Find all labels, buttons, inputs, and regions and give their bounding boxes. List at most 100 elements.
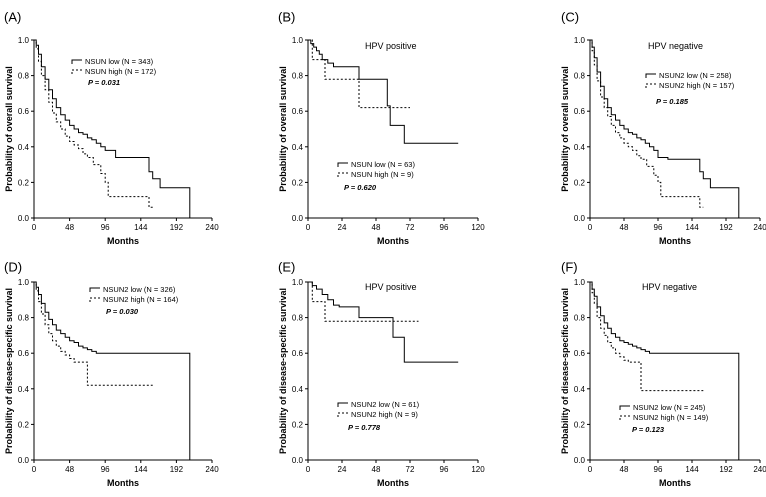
y-tick-label: 0.6 <box>574 349 586 358</box>
x-tick-label: 192 <box>719 223 733 232</box>
x-tick-label: 48 <box>620 223 629 232</box>
y-tick-label: 0.2 <box>18 420 30 429</box>
legend-entry: NSUN2 high (N = 9) <box>351 410 418 419</box>
panel-subtitle: HPV positive <box>365 41 417 51</box>
p-value-label: P = 0.620 <box>344 183 377 192</box>
y-tick-label: 0.8 <box>292 72 304 81</box>
panel-label: (D) <box>4 260 22 275</box>
y-tick-label: 0.8 <box>18 314 30 323</box>
y-tick-label: 1.0 <box>18 36 30 45</box>
y-tick-label: 0.0 <box>18 214 30 223</box>
y-tick-label: 0.0 <box>18 456 30 465</box>
x-axis-title: Months <box>377 478 409 488</box>
y-tick-label: 0.4 <box>574 143 586 152</box>
legend-swatch <box>337 412 348 417</box>
panel-label: (A) <box>4 10 21 25</box>
series-line-low <box>34 39 191 218</box>
panel-label: (B) <box>278 10 295 25</box>
y-tick-label: 1.0 <box>18 278 30 287</box>
x-tick-label: 96 <box>101 465 110 474</box>
y-tick-label: 0.6 <box>574 107 586 116</box>
y-tick-label: 0.6 <box>18 349 30 358</box>
y-axis-title: Probability of overall survival <box>278 66 288 192</box>
y-axis-title: Probability of overall survival <box>560 66 570 192</box>
x-tick-label: 120 <box>471 223 485 232</box>
x-tick-label: 240 <box>753 223 766 232</box>
y-tick-label: 0.2 <box>292 420 304 429</box>
y-tick-label: 0.0 <box>574 214 586 223</box>
y-tick-label: 1.0 <box>574 36 586 45</box>
legend-entry: NSUN2 low (N = 61) <box>351 400 420 409</box>
x-tick-label: 120 <box>471 465 485 474</box>
panel-subtitle: HPV negative <box>642 282 697 292</box>
legend-entry: NSUN high (N = 9) <box>351 170 414 179</box>
x-tick-label: 96 <box>440 465 449 474</box>
legend-swatch <box>337 402 348 407</box>
p-value-label: P = 0.031 <box>88 78 120 87</box>
p-value-label: P = 0.185 <box>656 97 689 106</box>
legend-entry: NSUN2 high (N = 157) <box>659 81 735 90</box>
x-tick-label: 144 <box>134 465 148 474</box>
x-tick-label: 144 <box>134 223 148 232</box>
y-tick-label: 0.4 <box>18 385 30 394</box>
x-tick-label: 96 <box>654 465 663 474</box>
legend-entry: NSUN2 low (N = 326) <box>103 285 176 294</box>
legend-entry: NSUN2 low (N = 245) <box>633 403 706 412</box>
x-tick-label: 48 <box>65 223 74 232</box>
x-tick-label: 240 <box>753 465 766 474</box>
series-line-high <box>34 281 153 386</box>
legend-entry: NSUN low (N = 63) <box>351 160 415 169</box>
x-tick-label: 240 <box>205 223 219 232</box>
x-tick-label: 192 <box>170 465 184 474</box>
panel-label: (E) <box>278 260 295 275</box>
p-value-label: P = 0.123 <box>632 425 665 434</box>
panel-subtitle: HPV negative <box>648 41 703 51</box>
x-tick-label: 192 <box>719 465 733 474</box>
y-tick-label: 0.2 <box>292 178 304 187</box>
y-tick-label: 1.0 <box>574 278 586 287</box>
legend-swatch <box>619 405 630 410</box>
y-tick-label: 1.0 <box>292 278 304 287</box>
x-tick-label: 192 <box>170 223 184 232</box>
y-tick-label: 0.6 <box>18 107 30 116</box>
legend-swatch <box>71 59 82 64</box>
legend-swatch <box>337 172 348 177</box>
x-tick-label: 24 <box>338 465 347 474</box>
y-tick-label: 0.4 <box>292 385 304 394</box>
series-line-high <box>590 281 704 392</box>
panel-label: (C) <box>561 10 579 25</box>
legend-swatch <box>89 287 100 292</box>
x-tick-label: 48 <box>372 223 381 232</box>
y-tick-label: 0.0 <box>292 456 304 465</box>
legend-entry: NSUN low (N = 343) <box>85 57 154 66</box>
y-tick-label: 0.6 <box>292 349 304 358</box>
legend-swatch <box>337 162 348 167</box>
series-line-high <box>590 39 704 208</box>
y-tick-label: 0.0 <box>574 456 586 465</box>
legend-entry: NSUN2 high (N = 149) <box>633 413 709 422</box>
legend-swatch <box>89 297 100 302</box>
x-tick-label: 0 <box>588 223 593 232</box>
y-axis-title: Probability of disease-specific survival <box>4 288 14 454</box>
legend-swatch <box>619 415 630 420</box>
y-tick-label: 0.4 <box>574 385 586 394</box>
x-tick-label: 96 <box>101 223 110 232</box>
x-axis-title: Months <box>377 236 409 246</box>
x-tick-label: 0 <box>306 223 311 232</box>
p-value-label: P = 0.030 <box>106 307 139 316</box>
x-tick-label: 48 <box>372 465 381 474</box>
x-axis-title: Months <box>107 478 139 488</box>
series-line-low <box>308 281 459 363</box>
series-line-high <box>34 39 153 208</box>
legend-entry: NSUN high (N = 172) <box>85 67 157 76</box>
y-tick-label: 0.2 <box>18 178 30 187</box>
panel-subtitle: HPV positive <box>365 282 417 292</box>
x-axis-title: Months <box>659 478 691 488</box>
y-tick-label: 0.8 <box>574 314 586 323</box>
x-tick-label: 48 <box>620 465 629 474</box>
y-axis-title: Probability of overall survival <box>4 66 14 192</box>
x-tick-label: 144 <box>685 465 699 474</box>
legend-entry: NSUN2 high (N = 164) <box>103 295 179 304</box>
legend-entry: NSUN2 low (N = 258) <box>659 71 732 80</box>
